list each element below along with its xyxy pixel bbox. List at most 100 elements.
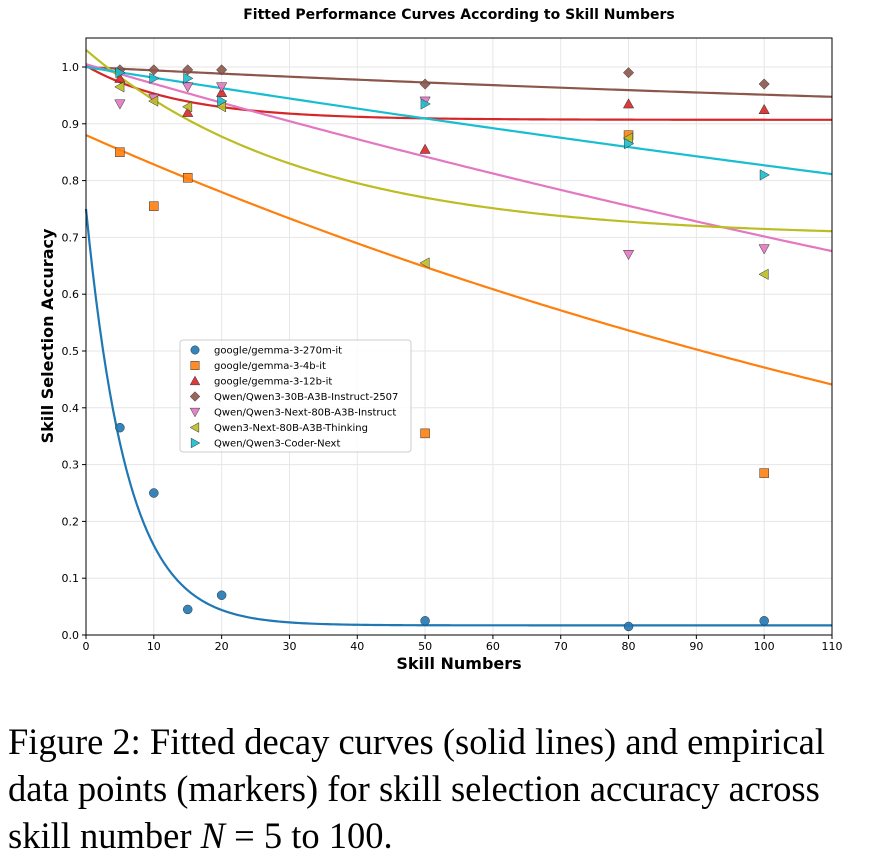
data-point bbox=[115, 422, 125, 433]
data-point bbox=[148, 64, 160, 76]
y-axis-label: Skill Selection Accuracy bbox=[38, 228, 57, 443]
data-point bbox=[420, 98, 431, 110]
data-point bbox=[115, 67, 126, 79]
caption-math: N bbox=[200, 815, 225, 856]
fit-curves bbox=[84, 49, 833, 627]
x-tick-label: 100 bbox=[754, 640, 775, 653]
caption-lead: Figure 2: Fitted decay curves (solid lin… bbox=[8, 721, 825, 856]
chart: Fitted Performance Curves According to S… bbox=[38, 7, 843, 673]
y-tick-label: 0.6 bbox=[62, 288, 80, 301]
x-tick-label: 110 bbox=[822, 640, 843, 653]
y-tick-label: 0.8 bbox=[62, 175, 80, 188]
fit-curve bbox=[84, 208, 832, 627]
y-tick-label: 0.5 bbox=[62, 345, 80, 358]
fit-curve bbox=[85, 65, 833, 176]
data-point bbox=[758, 268, 769, 280]
y-tick-label: 0.7 bbox=[62, 231, 80, 244]
legend-label: google/gemma-3-12b-it bbox=[214, 377, 332, 388]
data-point bbox=[759, 169, 770, 181]
data-point bbox=[622, 98, 635, 109]
data-point bbox=[149, 488, 159, 498]
data-point bbox=[216, 82, 228, 93]
data-point bbox=[182, 82, 194, 93]
legend-label: Qwen/Qwen3-30B-A3B-Instruct-2507 bbox=[214, 392, 398, 403]
legend-marker bbox=[189, 407, 201, 418]
y-tick-label: 0.2 bbox=[62, 515, 80, 528]
fit-curve bbox=[85, 64, 832, 121]
y-tick-label: 0.9 bbox=[62, 118, 80, 131]
x-axis-label: Skill Numbers bbox=[396, 654, 521, 673]
legend-box bbox=[179, 339, 412, 453]
legend-marker bbox=[189, 422, 200, 433]
x-tick-label: 90 bbox=[689, 640, 703, 653]
data-point bbox=[182, 173, 193, 183]
fit-curve bbox=[85, 49, 833, 233]
data-point bbox=[758, 78, 770, 90]
data-point bbox=[183, 72, 194, 84]
y-tick-label: 0.1 bbox=[62, 572, 80, 585]
data-point bbox=[149, 201, 159, 211]
y-tick-label: 0.0 bbox=[62, 629, 80, 642]
data-point bbox=[115, 147, 125, 157]
x-tick-label: 50 bbox=[418, 640, 432, 653]
legend-marker bbox=[190, 361, 200, 370]
x-tick-label: 40 bbox=[350, 640, 364, 653]
data-point bbox=[114, 99, 126, 110]
fit-curve bbox=[85, 63, 833, 253]
data-point bbox=[623, 67, 635, 79]
data-point bbox=[758, 244, 770, 255]
y-tick-label: 1.0 bbox=[62, 61, 80, 74]
legend: google/gemma-3-270m-it google/gemma-3-4b-… bbox=[179, 339, 412, 453]
legend-label: Qwen3-Next-80B-A3B-Thinking bbox=[214, 423, 368, 434]
legend-marker bbox=[190, 345, 200, 355]
x-tick-label: 10 bbox=[147, 640, 161, 653]
legend-marker bbox=[189, 391, 201, 402]
data-point bbox=[182, 106, 194, 117]
x-tick-label: 30 bbox=[282, 640, 296, 653]
data-point bbox=[623, 621, 634, 632]
x-tick-label: 60 bbox=[486, 640, 500, 653]
fit-curve bbox=[85, 134, 833, 386]
data-point bbox=[420, 428, 430, 439]
data-point bbox=[148, 95, 159, 107]
data-point bbox=[217, 95, 228, 107]
data-point bbox=[182, 101, 193, 113]
x-tick-label: 20 bbox=[215, 640, 229, 653]
legend-label: Qwen/Qwen3-Coder-Next bbox=[214, 439, 340, 450]
figure-caption: Figure 2: Fitted decay curves (solid lin… bbox=[8, 718, 883, 859]
x-tick-label: 70 bbox=[554, 640, 568, 653]
x-tick-label: 80 bbox=[622, 640, 636, 653]
fit-curve bbox=[85, 65, 833, 98]
data-point bbox=[182, 604, 193, 615]
data-point bbox=[216, 64, 228, 76]
data-point bbox=[419, 78, 431, 90]
data-point bbox=[622, 250, 635, 261]
data-point bbox=[759, 616, 769, 626]
data-point bbox=[114, 72, 126, 83]
y-tick-label: 0.4 bbox=[62, 402, 80, 415]
legend-label: google/gemma-3-4b-it bbox=[214, 361, 326, 372]
data-points bbox=[114, 64, 770, 632]
data-point bbox=[419, 143, 431, 154]
data-point bbox=[759, 468, 769, 478]
data-point bbox=[419, 257, 430, 269]
legend-marker bbox=[190, 437, 201, 449]
x-tick-label: 0 bbox=[83, 640, 90, 653]
axis-ticks: 0 10 20 30 40 50 60 70 80 90 100 110 0.0 0.1 0.2 0.3 0.4… bbox=[62, 61, 843, 653]
data-point bbox=[149, 72, 160, 84]
chart-title: Fitted Performance Curves According to S… bbox=[243, 7, 675, 23]
data-point bbox=[624, 138, 635, 150]
data-point bbox=[182, 64, 194, 76]
y-tick-label: 0.3 bbox=[62, 459, 80, 472]
caption-tail: = 5 to 100. bbox=[224, 815, 393, 856]
data-point bbox=[114, 81, 125, 93]
legend-label: Qwen/Qwen3-Next-80B-A3B-Instruct bbox=[214, 408, 396, 419]
data-point bbox=[420, 616, 430, 626]
grid-lines bbox=[85, 38, 833, 636]
data-point bbox=[216, 590, 227, 600]
data-point bbox=[758, 103, 770, 114]
legend-marker bbox=[189, 375, 201, 386]
plot-frame bbox=[85, 37, 833, 636]
legend-label: google/gemma-3-270m-it bbox=[214, 346, 342, 357]
